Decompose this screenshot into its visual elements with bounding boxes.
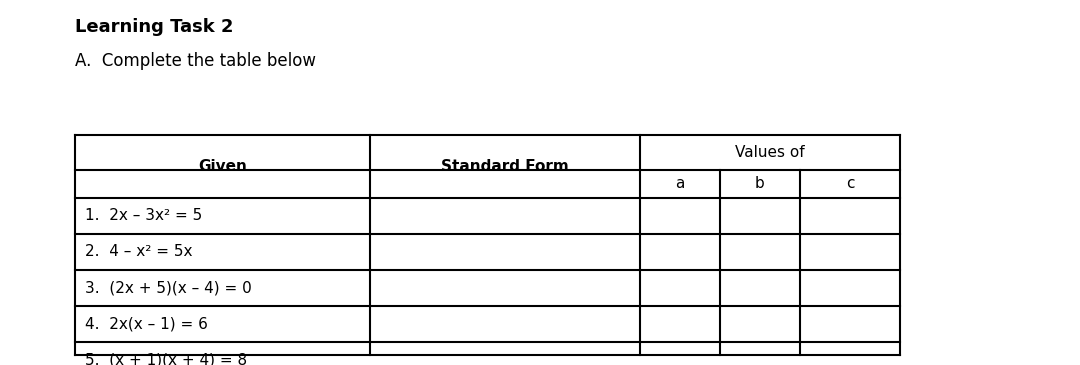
Text: c: c	[846, 177, 854, 192]
Text: 4.  2x(x – 1) = 6: 4. 2x(x – 1) = 6	[85, 316, 207, 331]
Text: 3.  (2x + 5)(x – 4) = 0: 3. (2x + 5)(x – 4) = 0	[85, 280, 252, 296]
Text: 1.  2x – 3x² = 5: 1. 2x – 3x² = 5	[85, 208, 202, 223]
Text: a: a	[675, 177, 685, 192]
Text: b: b	[755, 177, 765, 192]
Text: 5.  (x + 1)(x + 4) = 8: 5. (x + 1)(x + 4) = 8	[85, 353, 247, 365]
Text: Given: Given	[198, 159, 247, 174]
Text: Values of: Values of	[735, 145, 805, 160]
Text: Standard Form: Standard Form	[441, 159, 569, 174]
Text: Learning Task 2: Learning Task 2	[75, 18, 233, 36]
Text: 2.  4 – x² = 5x: 2. 4 – x² = 5x	[85, 245, 192, 260]
Text: A.  Complete the table below: A. Complete the table below	[75, 52, 316, 70]
